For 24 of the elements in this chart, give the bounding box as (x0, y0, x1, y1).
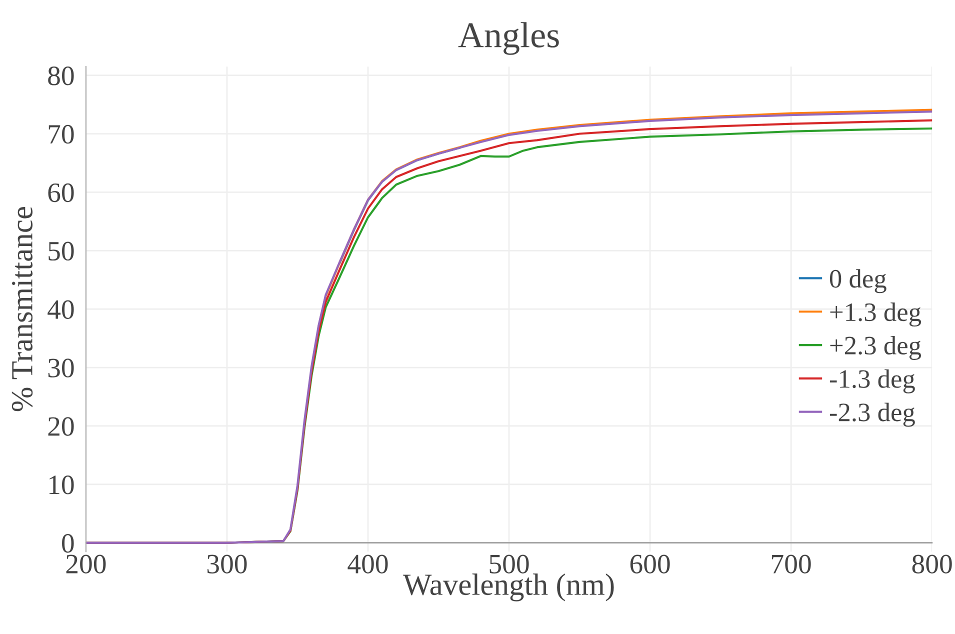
y-tick-label: 10 (50, 476, 74, 494)
chart-title: Angles (458, 22, 559, 55)
legend-label: -2.3 deg (830, 402, 915, 427)
y-tick-label: 80 (48, 66, 74, 86)
y-tick-label: 30 (48, 358, 74, 378)
x-tick-label: 500 (490, 554, 529, 574)
y-tick-label: 40 (48, 300, 74, 319)
y-axis-title: % Transmittance (12, 207, 33, 412)
x-tick-label: 200 (66, 554, 106, 574)
legend-label: +2.3 deg (830, 336, 922, 360)
legend-label: 0 deg (830, 269, 886, 294)
y-tick-label: 50 (48, 242, 74, 261)
legend-label: +1.3 deg (830, 302, 922, 327)
y-tick-label: 20 (48, 417, 74, 436)
legend-label: -1.3 deg (830, 369, 915, 394)
y-tick-label: 70 (48, 124, 74, 144)
x-tick-label: 700 (772, 554, 811, 574)
y-tick-label: 0 (62, 534, 74, 553)
x-axis-title: Wavelength (nm) (402, 574, 614, 602)
x-tick-label: 600 (630, 554, 670, 574)
x-tick-label: 800 (912, 554, 952, 574)
x-tick-label: 300 (207, 554, 247, 574)
y-tick-label: 60 (48, 183, 74, 202)
x-tick-label: 400 (348, 554, 388, 574)
